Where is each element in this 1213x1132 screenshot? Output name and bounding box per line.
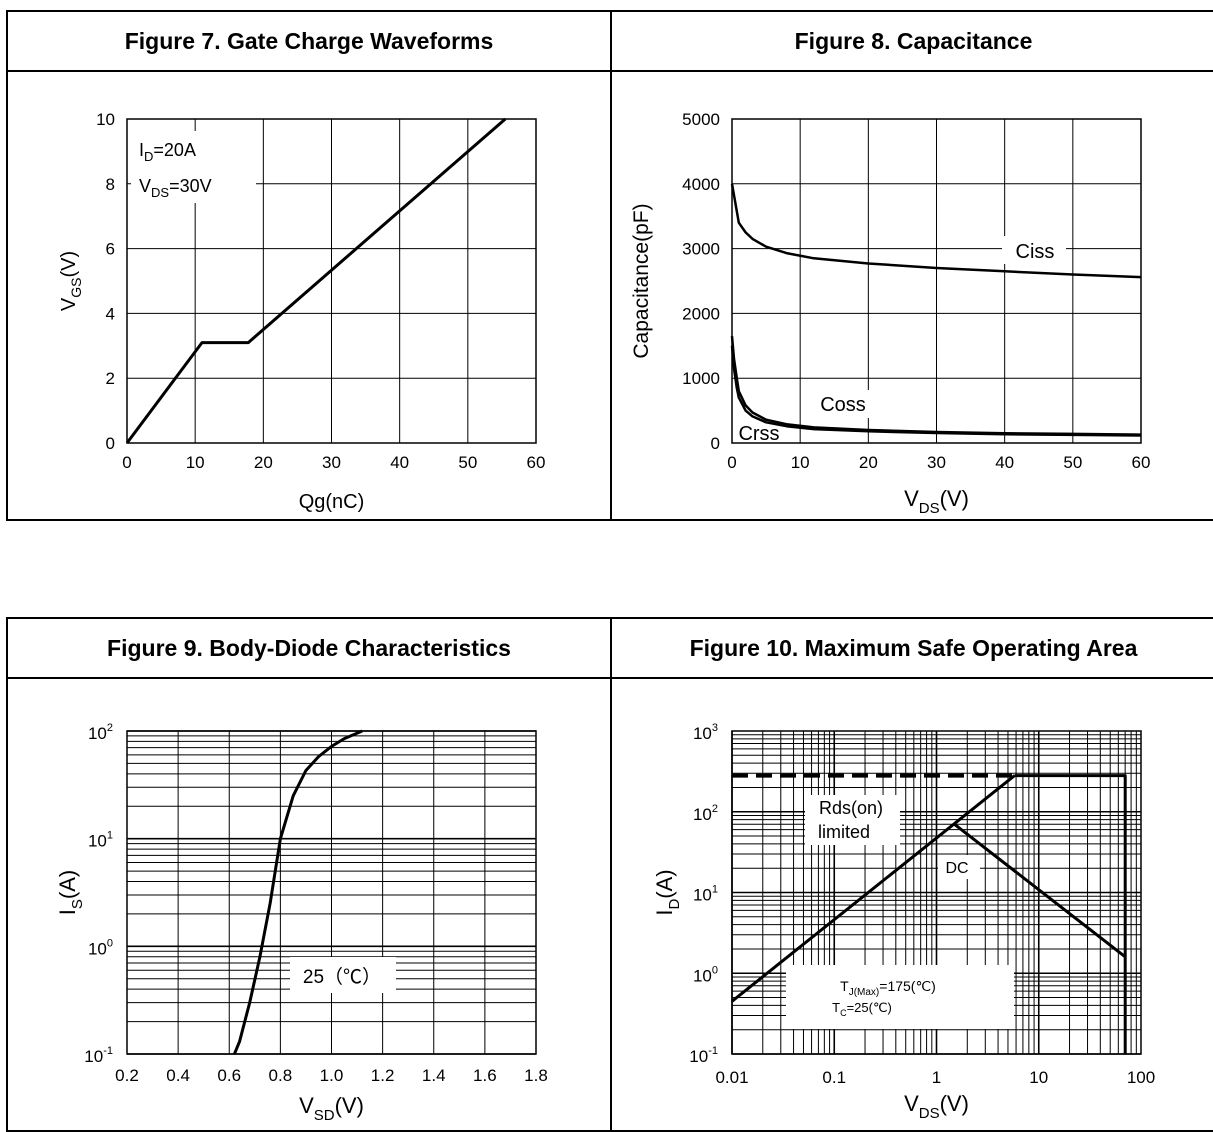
fig7-x-tick-label: 10 [186,453,205,472]
fig10-x-tick-label: 0.1 [822,1068,846,1087]
figure-8-panel: Figure 8. Capacitance [610,10,1213,521]
fig8-y-tick-label: 1000 [682,369,720,388]
fig10-rds-label-line1: Rds(on) [819,798,883,818]
fig10-tj-label: TJ(Max)=175(℃) [840,978,936,998]
fig9-y-tick-label: 10-1 [84,1045,113,1066]
fig8-x-tick-label: 30 [927,453,946,472]
fig9-series-label-bg [290,957,396,993]
fig7-y-axis-label: VGS(V) [58,251,84,311]
fig7-y-tick-label: 6 [106,240,115,259]
fig9-y-tick-label: 101 [88,830,113,851]
fig10-rds-label-line2: limited [818,822,870,842]
fig9-series-label: 25（℃） [303,966,381,988]
fig8-x-tick-label: 60 [1132,453,1151,472]
figure-8-title: Figure 8. Capacitance [612,12,1213,72]
fig10-series-line [731,774,1016,1003]
fig7-x-axis-label: Qg(nC) [299,491,365,513]
fig8-x-tick-label: 10 [791,453,810,472]
fig7-annotation-vds: VDS=30V [139,176,212,200]
fig7-x-tick-label: 30 [322,453,341,472]
fig10-dc-label-bg [938,855,980,879]
fig8-y-tick-label: 5000 [682,110,720,129]
fig8-coss-label-bg [810,390,876,418]
fig7-x-tick-label: 50 [458,453,477,472]
fig9-y-tick-label: 102 [88,722,113,743]
fig10-series-line [1014,774,1127,1054]
fig8-ciss-label: Ciss [1016,241,1055,263]
fig10-x-axis-label: VDS(V) [904,1091,969,1122]
fig8-y-tick-label: 4000 [682,175,720,194]
fig10-y-tick-label: 102 [693,803,718,824]
fig9-y-axis-label: IS(A) [55,870,86,915]
fig9-series-line [233,729,363,1055]
fig8-y-tick-label: 0 [711,434,720,453]
fig8-x-axis-label: VDS(V) [904,486,969,517]
fig7-y-tick-label: 8 [106,175,115,194]
fig10-y-axis-label: ID(A) [652,869,683,915]
fig7-annotation-bg [131,131,256,203]
figure-7-panel: Figure 7. Gate Charge Waveforms [6,10,612,521]
fig8-series-ciss-line [730,183,1142,279]
fig8-x-tick-label: 0 [727,453,736,472]
fig10-x-tick-label: 10 [1029,1068,1048,1087]
fig7-x-tick-label: 60 [527,453,546,472]
fig8-y-tick-label: 3000 [682,240,720,259]
fig10-x-tick-label: 1 [932,1068,941,1087]
fig7-plot-frame [126,118,537,444]
fig9-y-tick-label: 100 [88,937,113,958]
fig7-series-line [125,117,507,444]
fig8-crss-label-bg [734,422,786,442]
fig8-crss-label: Crss [738,423,779,445]
fig9-x-tick-label: 1.4 [422,1066,446,1085]
fig8-x-tick-label: 40 [995,453,1014,472]
fig9-x-axis-label: VSD(V) [299,1093,364,1124]
fig10-rds-label-bg [805,795,900,845]
fig9-x-tick-label: 1.2 [371,1066,395,1085]
fig10-y-tick-label: 100 [693,964,718,985]
fig10-plot-frame [731,730,1142,1055]
fig8-y-tick-label: 2000 [682,304,720,323]
fig9-plot-frame [126,730,537,1055]
fig8-series-crss-line [730,345,1142,437]
fig8-x-tick-label: 50 [1063,453,1082,472]
figure-10-panel: Figure 10. Maximum Safe Operating Area [610,617,1213,1132]
fig9-x-tick-label: 0.6 [217,1066,241,1085]
fig7-y-tick-label: 4 [106,304,115,323]
fig7-x-tick-label: 40 [390,453,409,472]
fig9-x-tick-label: 1.0 [320,1066,344,1085]
fig9-x-tick-label: 0.2 [115,1066,139,1085]
fig10-dc-label: DC [945,860,968,877]
fig7-x-tick-label: 20 [254,453,273,472]
fig9-x-tick-label: 0.4 [166,1066,190,1085]
fig7-annotation-id: ID=20A [139,140,196,164]
fig8-y-axis-label: Capacitance(pF) [630,203,653,358]
figure-7-title: Figure 7. Gate Charge Waveforms [8,12,610,72]
figure-10-title: Figure 10. Maximum Safe Operating Area [612,619,1213,679]
fig8-ciss-label-bg [1002,236,1066,264]
fig10-series-line [953,823,1127,958]
fig8-coss-label: Coss [820,394,866,416]
figure-9-title: Figure 9. Body-Diode Characteristics [8,619,610,679]
fig9-x-tick-label: 0.8 [269,1066,293,1085]
fig10-x-tick-label: 0.01 [715,1068,748,1087]
fig10-temp-label-bg [786,965,1014,1029]
fig10-y-tick-label: 10-1 [689,1045,718,1066]
fig10-y-tick-label: 103 [693,722,718,743]
fig7-y-tick-label: 2 [106,369,115,388]
fig8-x-tick-label: 20 [859,453,878,472]
fig9-x-tick-label: 1.6 [473,1066,497,1085]
fig10-tc-label: TC=25(℃) [832,1000,892,1018]
fig8-plot-frame [731,118,1142,444]
fig7-y-tick-label: 0 [106,434,115,453]
fig7-x-tick-label: 0 [122,453,131,472]
fig10-y-tick-label: 101 [693,884,718,905]
fig9-x-tick-label: 1.8 [524,1066,548,1085]
fig7-y-tick-label: 10 [96,110,115,129]
fig10-x-tick-label: 100 [1127,1068,1155,1087]
